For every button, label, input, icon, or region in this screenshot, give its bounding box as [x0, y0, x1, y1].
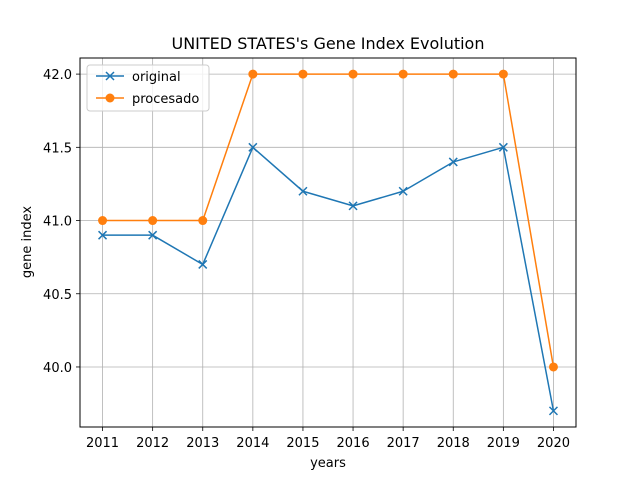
series-procesado [98, 69, 558, 372]
data-point-original [298, 186, 308, 196]
series-group [98, 69, 558, 416]
x-tick-label: 2013 [186, 436, 219, 451]
x-tick-label: 2018 [437, 436, 470, 451]
x-tick-label: 2014 [236, 436, 269, 451]
data-point-original [98, 230, 108, 240]
series-original [98, 142, 558, 416]
data-point-original [548, 406, 558, 416]
data-point-procesado [448, 69, 458, 79]
chart-title: UNITED STATES's Gene Index Evolution [172, 34, 485, 53]
data-point-procesado [398, 69, 408, 79]
x-tick-label: 2020 [537, 436, 570, 451]
series-line-original [102, 146, 555, 412]
legend-label-procesado: procesado [132, 92, 199, 107]
y-axis-label: gene index [20, 206, 35, 278]
plot-frame [79, 57, 577, 428]
data-point-original [248, 142, 258, 152]
x-tick-label: 2011 [86, 436, 119, 451]
legend-marker-original [105, 71, 115, 81]
y-tick-label: 41.0 [43, 215, 72, 230]
data-point-procesado [348, 69, 358, 79]
y-tick-label: 40.0 [43, 361, 72, 376]
series-line-procesado [102, 73, 555, 368]
data-point-procesado [498, 69, 508, 79]
tick-group: 2011 2012 2013 2014 2015 2016 2017 2018 2019 2020… [43, 68, 570, 451]
data-point-procesado [98, 216, 108, 226]
data-point-procesado [198, 216, 208, 226]
x-tick-label: 2019 [487, 436, 520, 451]
y-tick-label: 42.0 [43, 68, 72, 83]
data-point-procesado [298, 69, 308, 79]
x-tick-label: 2012 [136, 436, 169, 451]
legend-label-original: original [132, 70, 181, 85]
x-tick-label: 2016 [337, 436, 370, 451]
data-point-original [448, 157, 458, 167]
x-tick-label: 2015 [286, 436, 319, 451]
data-point-original [348, 201, 358, 211]
data-point-original [148, 230, 158, 240]
data-point-procesado [248, 69, 258, 79]
data-point-original [398, 186, 408, 196]
legend: original procesado [86, 64, 210, 112]
data-point-procesado [148, 216, 158, 226]
data-point-original [498, 142, 508, 152]
data-point-original [198, 259, 208, 269]
x-tick-label: 2017 [387, 436, 420, 451]
data-point-procesado [548, 362, 558, 372]
y-tick-label: 41.5 [43, 141, 72, 156]
y-tick-label: 40.5 [43, 288, 72, 303]
x-axis-label: years [310, 456, 346, 471]
legend-marker-procesado [105, 93, 115, 103]
